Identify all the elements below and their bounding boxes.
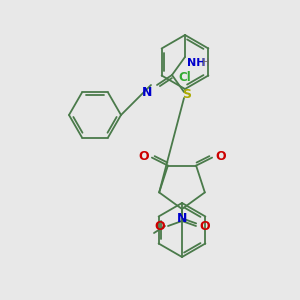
- Text: Cl: Cl: [178, 71, 191, 84]
- Text: H: H: [202, 58, 209, 68]
- Text: O: O: [199, 220, 210, 232]
- Text: NH: NH: [187, 58, 206, 68]
- Text: S: S: [182, 88, 191, 101]
- Text: O: O: [154, 220, 165, 232]
- Text: O: O: [138, 150, 149, 163]
- Text: O: O: [215, 150, 226, 163]
- Text: N: N: [142, 86, 152, 99]
- Text: N: N: [177, 212, 187, 225]
